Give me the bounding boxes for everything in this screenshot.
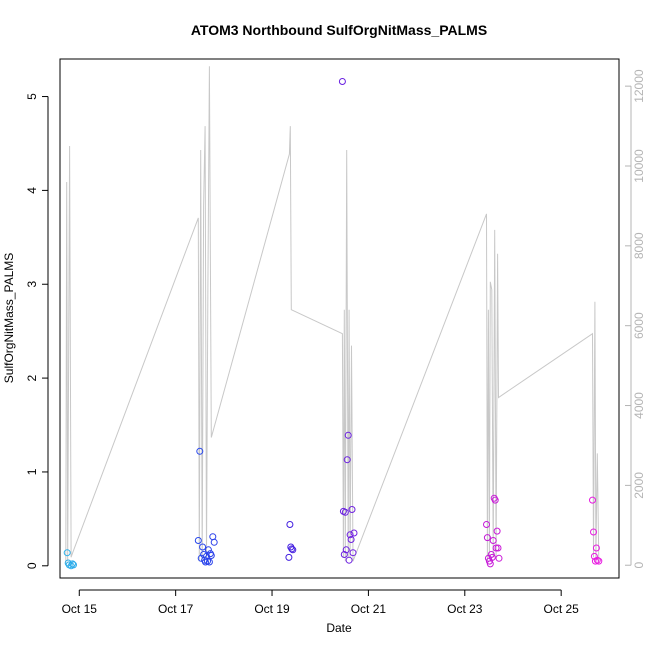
- data-point: [590, 528, 597, 536]
- x-axis-label: Date: [326, 621, 352, 635]
- data-point: [63, 549, 71, 557]
- data-point: [196, 447, 204, 455]
- data-point: [595, 557, 603, 565]
- data-point: [199, 543, 207, 551]
- data-point: [342, 546, 350, 554]
- data-point: [348, 506, 356, 513]
- data-point: [344, 431, 352, 439]
- data-point: [486, 560, 494, 568]
- y2-tick-label: 8000: [632, 232, 646, 259]
- y-tick-label: 3: [25, 281, 39, 288]
- data-point: [593, 556, 601, 564]
- x-tick-label: Oct 25: [543, 602, 579, 616]
- y-tick-label: 5: [25, 93, 39, 100]
- data-point: [289, 546, 297, 554]
- data-point: [483, 521, 490, 528]
- data-point: [350, 529, 358, 537]
- y2-tick-label: 10000: [632, 149, 646, 183]
- data-point: [288, 545, 296, 553]
- y2-tick-label: 6000: [632, 312, 646, 339]
- data-point: [488, 553, 496, 561]
- data-point: [205, 558, 213, 566]
- data-point: [70, 561, 77, 569]
- y-axis-label: SulfOrgNitMass_PALMS: [2, 253, 16, 383]
- y2-tick-label: 2000: [632, 472, 646, 499]
- data-point: [349, 549, 357, 557]
- data-point: [592, 544, 600, 552]
- altitude-line: [65, 66, 600, 566]
- data-point: [345, 556, 353, 564]
- data-point: [210, 538, 218, 546]
- data-point: [495, 554, 503, 562]
- data-point: [347, 536, 355, 543]
- data-point: [207, 552, 215, 559]
- y-tick-label: 0: [25, 562, 39, 569]
- data-point: [341, 508, 349, 516]
- y-tick-label: 1: [25, 468, 39, 475]
- data-point: [494, 544, 502, 552]
- data-point: [346, 531, 354, 539]
- data-point: [340, 551, 348, 558]
- x-tick-label: Oct 23: [447, 602, 483, 616]
- data-point: [491, 496, 499, 504]
- data-point: [285, 553, 293, 561]
- x-tick-label: Oct 15: [62, 602, 98, 616]
- data-point: [286, 521, 294, 528]
- data-point: [489, 537, 497, 544]
- data-point: [493, 527, 501, 535]
- data-point: [338, 78, 346, 85]
- data-point: [483, 534, 491, 542]
- y2-tick-label: 0: [632, 562, 646, 569]
- y-tick-label: 4: [25, 187, 39, 194]
- data-point: [492, 544, 500, 552]
- data-point: [194, 537, 202, 544]
- data-point: [487, 551, 495, 558]
- plot-frame: [59, 58, 620, 579]
- data-point: [204, 546, 212, 554]
- x-tick-label: Oct 19: [254, 602, 290, 616]
- data-points-layer: [63, 78, 603, 570]
- y2-tick-label: 4000: [632, 392, 646, 419]
- altitude-line-layer: [65, 66, 600, 566]
- x-tick-label: Oct 21: [351, 602, 387, 616]
- data-point: [69, 560, 76, 568]
- data-point: [589, 496, 596, 504]
- y2-tick-label: 12000: [632, 69, 646, 103]
- y-tick-label: 2: [25, 374, 39, 381]
- chart-title: ATOM3 Northbound SulfOrgNitMass_PALMS: [191, 22, 487, 38]
- data-point: [343, 456, 351, 464]
- axes-layer: Oct 15 Oct 17 Oct 19 Oct 21 Oct 23 Oct 25 0 1 2 3…: [25, 69, 646, 616]
- x-tick-label: Oct 17: [158, 602, 194, 616]
